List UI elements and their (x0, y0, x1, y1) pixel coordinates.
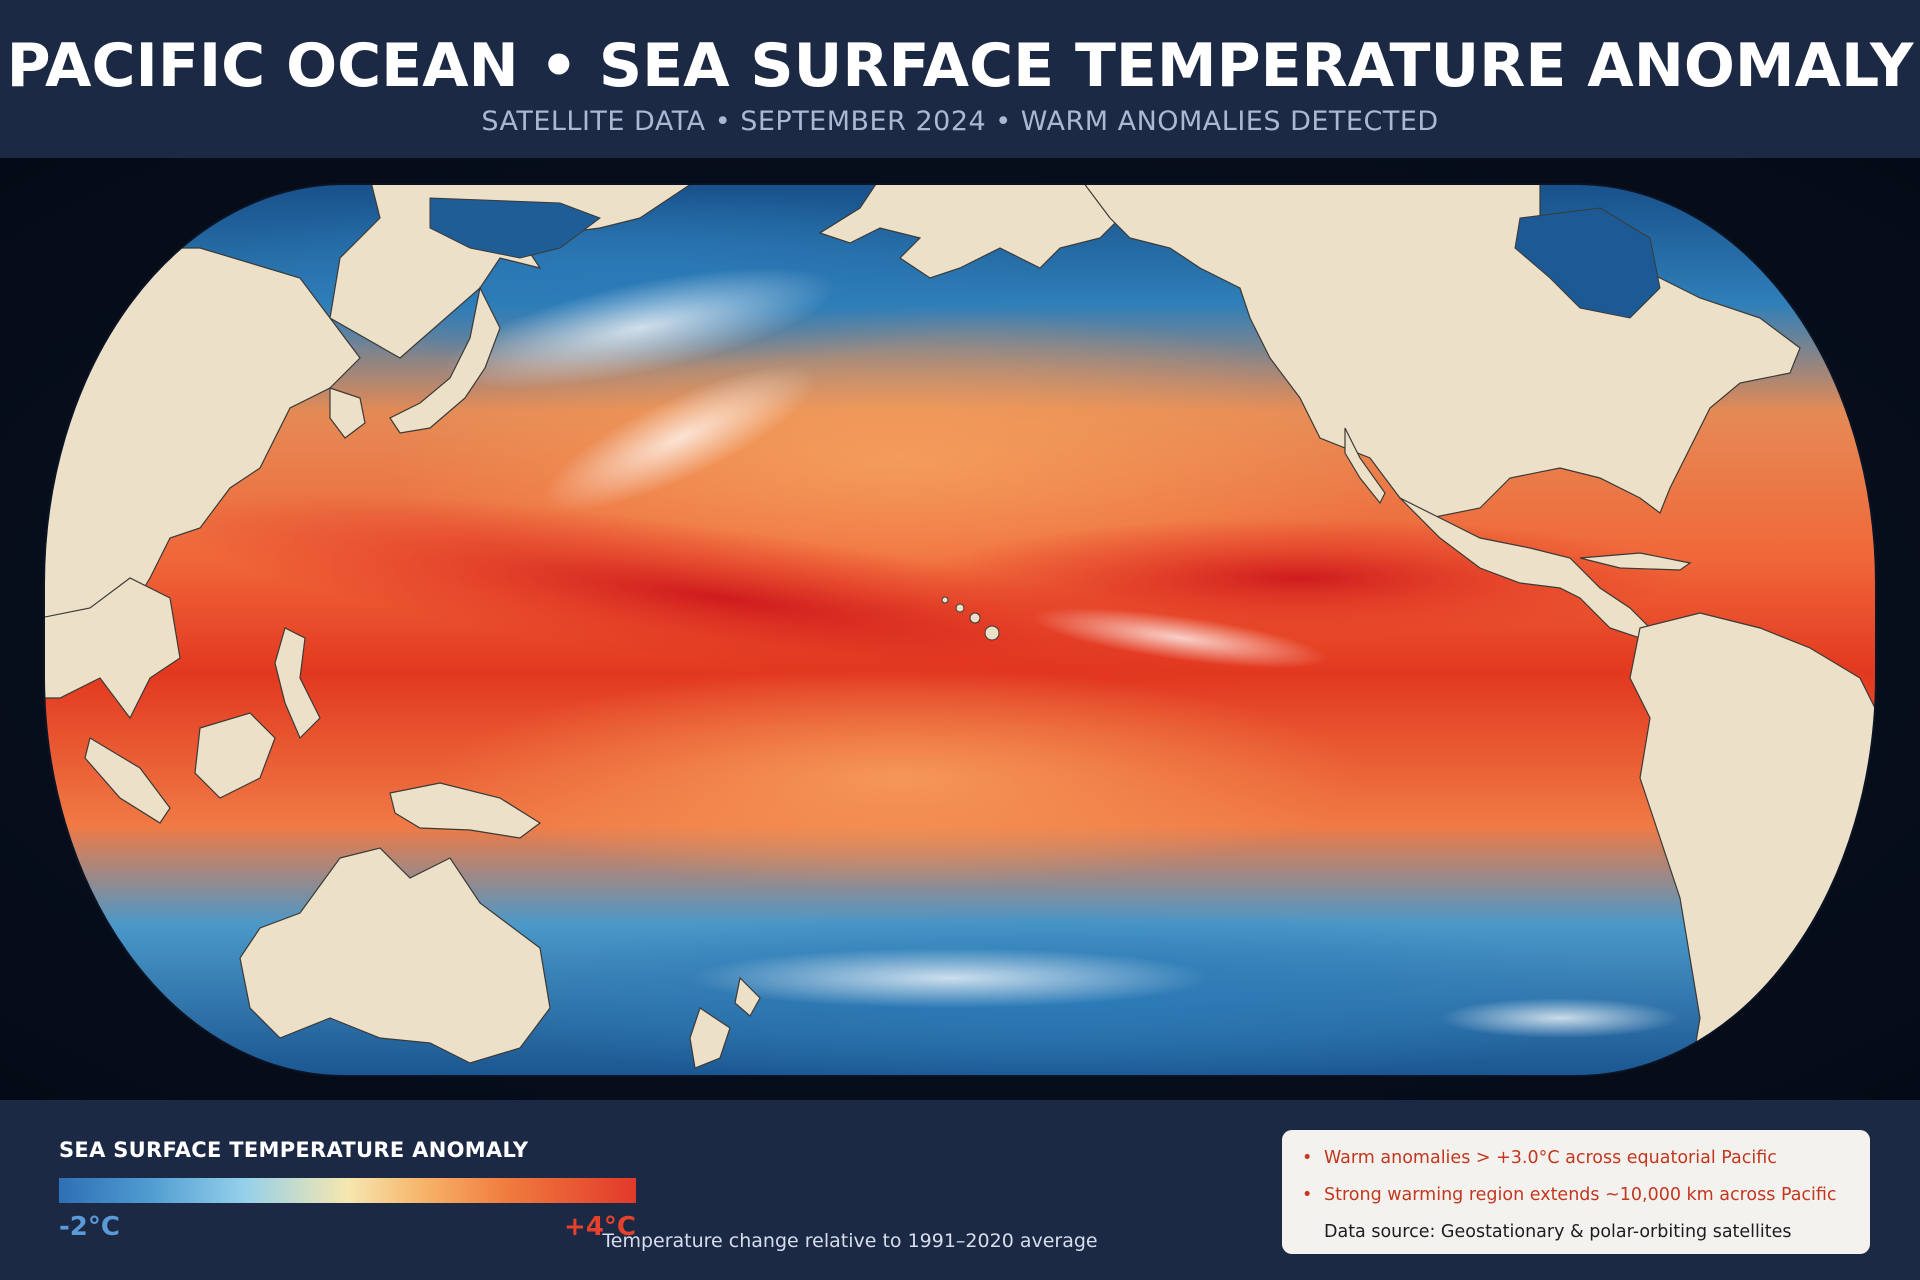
footer: SEA SURFACE TEMPERATURE ANOMALY -2°C +4°… (0, 1100, 1920, 1280)
info-bullet: • Warm anomalies > +3.0°C across equatori… (1302, 1148, 1852, 1169)
south-pacific-orange (440, 668, 1360, 888)
legend-title: SEA SURFACE TEMPERATURE ANOMALY (59, 1138, 529, 1162)
landmass-greenland-region (1758, 184, 1876, 269)
landmass-australia (239, 847, 551, 1064)
landmass-cuba (1579, 552, 1692, 571)
equatorial-warm-core (165, 493, 1275, 703)
landmass-baja-california (1344, 427, 1386, 505)
legend-color-bar (59, 1178, 636, 1203)
map-frame (44, 184, 1876, 1076)
hudson-bay (1514, 207, 1661, 319)
info-bullet-text: Warm anomalies > +3.0°C across equatoria… (1324, 1148, 1777, 1168)
cloud-band (1440, 998, 1680, 1038)
legend-max-label: +4°C (564, 1212, 636, 1242)
cloud-band (690, 948, 1210, 1008)
legend-min-label: -2°C (59, 1212, 120, 1242)
info-bullet: • Strong warming region extends ~10,000 k… (1302, 1185, 1852, 1206)
landmass-new-zealand (689, 976, 761, 1069)
cloud-band (1031, 607, 1329, 669)
landmass-sumatra (84, 737, 171, 824)
cloud-band (543, 364, 817, 512)
baseline-note: Temperature change relative to 1991–2020… (602, 1230, 1098, 1252)
landmass-new-guinea (389, 782, 542, 839)
data-source: Data source: Geostationary & polar-orbit… (1324, 1222, 1792, 1242)
cloud-band (444, 267, 836, 389)
info-bullet-text: Strong warming region extends ~10,000 km… (1324, 1185, 1837, 1205)
landmass-philippines (274, 627, 321, 740)
hawaii-islands (941, 596, 1000, 641)
bullet-icon: • (1302, 1148, 1313, 1168)
sea-of-okhotsk (429, 197, 602, 259)
page-title: PACIFIC OCEAN • SEA SURFACE TEMPERATURE … (6, 31, 1914, 101)
landmass-indochina (44, 577, 181, 720)
map-outline (43, 183, 1877, 1077)
map-area (0, 158, 1920, 1100)
info-box: • Warm anomalies > +3.0°C across equatori… (1282, 1130, 1870, 1254)
header: PACIFIC OCEAN • SEA SURFACE TEMPERATURE … (0, 0, 1920, 158)
sst-anomaly-map (43, 183, 1877, 1077)
landmass-japan (389, 286, 501, 434)
bullet-icon: • (1302, 1185, 1313, 1205)
page-subtitle: SATELLITE DATA • SEPTEMBER 2024 • WARM A… (481, 106, 1439, 137)
landmass-borneo (194, 712, 276, 799)
landmass-korea (329, 387, 366, 439)
